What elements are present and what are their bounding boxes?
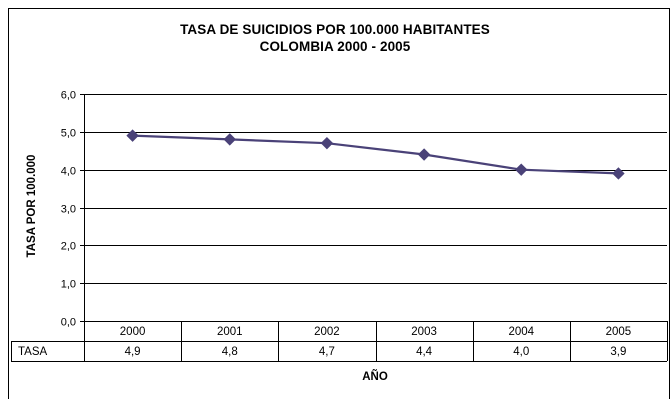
data-point-marker — [223, 133, 236, 146]
x-tick-label: 2003 — [411, 326, 437, 338]
y-tick-label: 5,0 — [61, 128, 76, 140]
data-point-marker — [126, 129, 139, 142]
data-point-marker — [515, 163, 528, 176]
y-tick-label: 3,0 — [61, 204, 76, 216]
series-line — [132, 134, 619, 175]
x-tick-label: 2005 — [606, 326, 632, 338]
data-point-marker — [417, 148, 431, 161]
x-tick-label: 2001 — [217, 326, 243, 338]
data-point-marker — [320, 136, 334, 150]
x-tick-label: 2000 — [120, 326, 146, 338]
data-point-marker — [612, 167, 625, 180]
data-value-label: 4,9 — [125, 346, 141, 358]
data-value-label: 4,7 — [319, 346, 335, 358]
x-axis-label: AÑO — [362, 371, 388, 383]
y-tick-label: 6,0 — [61, 90, 76, 102]
chart-title: TASA DE SUICIDIOS POR 100.000 HABITANTES — [180, 22, 490, 37]
data-value-label: 4,0 — [513, 346, 529, 358]
table-series-label: TASA — [18, 346, 48, 358]
y-tick-label: 4,0 — [61, 166, 76, 178]
chart-subtitle: COLOMBIA 2000 - 2005 — [259, 39, 411, 54]
data-value-label: 4,4 — [416, 346, 433, 358]
y-tick-label: 2,0 — [61, 241, 76, 253]
data-value-label: 3,9 — [610, 346, 626, 358]
x-tick-label: 2002 — [314, 326, 340, 338]
y-tick-label: 1,0 — [61, 279, 76, 291]
data-value-label: 4,8 — [222, 346, 238, 358]
x-tick-label: 2004 — [508, 326, 534, 338]
y-tick-label: 0,0 — [61, 317, 76, 329]
